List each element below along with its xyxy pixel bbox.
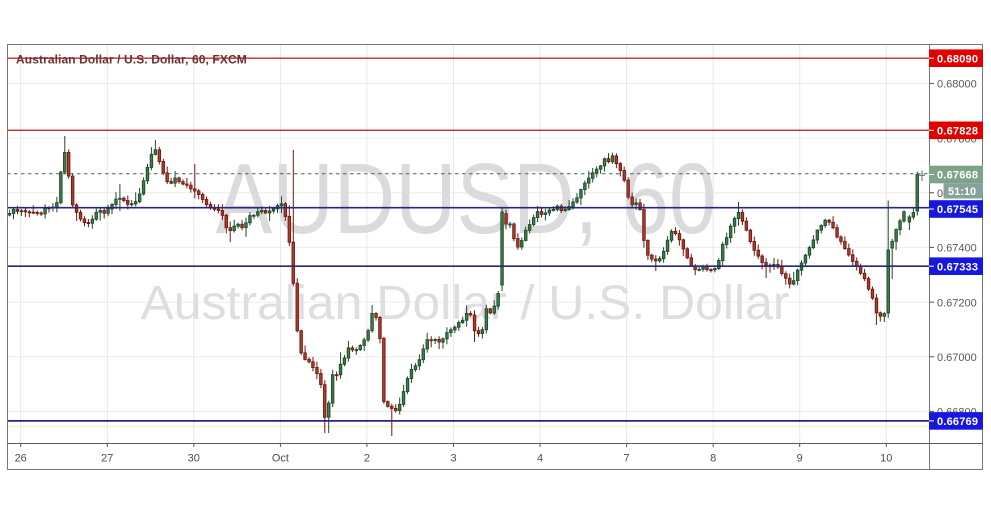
svg-text:30: 30 [188,453,200,465]
svg-text:0.67545: 0.67545 [937,204,978,216]
svg-text:3: 3 [450,453,456,465]
svg-text:0.67000: 0.67000 [937,352,977,364]
svg-text:0.68090: 0.68090 [937,53,978,65]
svg-text:8: 8 [710,453,716,465]
svg-text:2: 2 [364,453,370,465]
svg-text:27: 27 [101,453,113,465]
svg-text:0.67400: 0.67400 [937,243,977,255]
svg-text:0.68000: 0.68000 [937,79,977,91]
svg-text:0.66769: 0.66769 [937,416,978,428]
svg-text:Australian Dollar / U.S. Dolla: Australian Dollar / U.S. Dollar [141,277,790,330]
svg-text:Oct: Oct [272,453,289,465]
svg-text:51:10: 51:10 [948,186,976,198]
svg-text:0.67828: 0.67828 [937,126,978,138]
svg-text:7: 7 [624,453,630,465]
svg-text:Australian Dollar / U.S. Dolla: Australian Dollar / U.S. Dollar, 60, FXC… [16,53,247,67]
svg-text:9: 9 [797,453,803,465]
svg-text:0.67200: 0.67200 [937,297,977,309]
svg-text:0.67333: 0.67333 [937,261,978,273]
svg-text:4: 4 [537,453,543,465]
svg-text:26: 26 [15,453,27,465]
svg-text:10: 10 [880,453,892,465]
svg-text:0.67668: 0.67668 [937,170,978,182]
